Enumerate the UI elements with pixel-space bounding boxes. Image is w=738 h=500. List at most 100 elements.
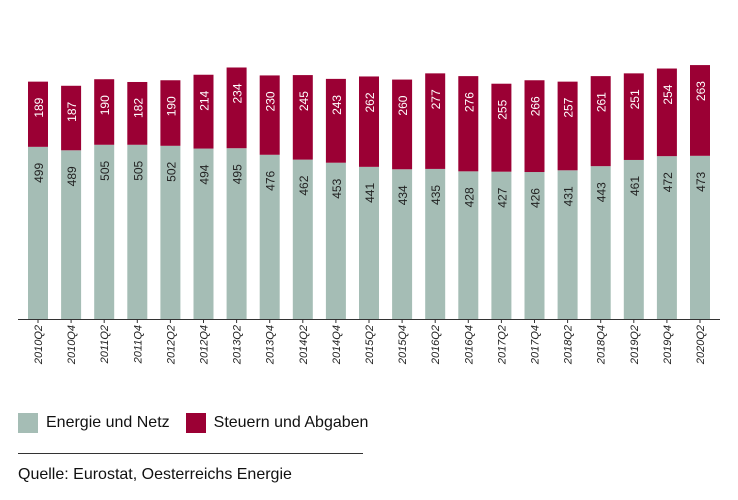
bar-energie: [193, 148, 214, 319]
legend-swatch: [185, 413, 206, 433]
bar-steuern: [623, 73, 644, 160]
data-label: 462: [297, 175, 311, 195]
data-label: 435: [429, 185, 443, 205]
legend-label: Steuern und Abgaben: [213, 414, 369, 431]
x-tick-label: 2010Q2: [33, 325, 45, 365]
data-label: 214: [198, 90, 212, 110]
x-tick-label: 2015Q4: [397, 325, 409, 365]
data-label: 263: [694, 81, 708, 101]
bar-energie: [623, 159, 644, 319]
data-label: 190: [98, 95, 112, 115]
bar-energie: [259, 154, 280, 319]
bar-steuern: [690, 65, 710, 156]
bar-steuern: [226, 67, 247, 149]
bar-energie: [325, 162, 346, 319]
data-label: 189: [32, 97, 46, 117]
data-label: 255: [495, 99, 509, 119]
data-label: 190: [164, 96, 178, 116]
bar-energie: [524, 172, 545, 319]
x-tick-label: 2013Q2: [232, 325, 244, 365]
x-tick-label: 2016Q2: [430, 325, 442, 365]
bar-steuern: [94, 79, 115, 145]
data-label: 243: [330, 95, 344, 115]
data-label: 434: [396, 185, 410, 205]
bar-energie: [425, 168, 446, 319]
bar-steuern: [127, 81, 148, 145]
source-note: Quelle: Eurostat, Oesterreichs Energie: [18, 466, 292, 483]
x-tick-label: 2014Q2: [298, 325, 310, 365]
divider: [18, 453, 363, 454]
data-label: 461: [628, 176, 642, 196]
bar-energie: [226, 148, 247, 319]
data-label: 476: [264, 170, 278, 190]
data-label: 266: [529, 96, 543, 116]
data-label: 495: [231, 164, 245, 184]
data-label: 426: [529, 188, 543, 208]
bar-steuern: [425, 73, 446, 169]
x-tick-label: 2017Q4: [530, 325, 542, 365]
data-label: 261: [595, 92, 609, 112]
bar-steuern: [359, 76, 379, 167]
data-label: 254: [661, 84, 675, 104]
x-tick-label: 2015Q2: [364, 325, 376, 365]
data-label: 427: [495, 187, 509, 207]
bar-steuern: [160, 80, 181, 146]
legend: Energie und Netz Steuern und Abgaben: [18, 413, 384, 433]
x-tick-label: 2019Q4: [662, 325, 674, 365]
data-label: 441: [363, 183, 377, 203]
data-label: 472: [661, 172, 675, 192]
data-label: 245: [297, 91, 311, 111]
x-tick-label: 2017Q2: [496, 325, 508, 365]
x-tick-label: 2012Q2: [165, 325, 177, 365]
bar-steuern: [259, 75, 280, 155]
bar-energie: [557, 170, 578, 319]
bar-energie: [28, 146, 48, 319]
data-label: 276: [462, 92, 476, 112]
data-label: 428: [462, 187, 476, 207]
data-label: 230: [264, 91, 278, 111]
bar-energie: [94, 144, 115, 319]
data-label: 505: [131, 160, 145, 180]
x-tick-label: 2011Q2: [99, 325, 111, 364]
x-tick-label: 2014Q4: [331, 325, 343, 365]
data-label: 251: [628, 89, 642, 109]
data-label: 234: [231, 83, 245, 103]
bar-energie: [491, 171, 512, 319]
x-tick-label: 2016Q4: [463, 325, 475, 365]
data-label: 260: [396, 95, 410, 115]
bar-steuern: [458, 76, 479, 172]
x-tick-label: 2019Q2: [629, 325, 641, 365]
legend-label: Energie und Netz: [46, 414, 170, 431]
bar-steuern: [491, 83, 512, 172]
bar-steuern: [193, 74, 214, 149]
bar-energie: [61, 150, 82, 319]
bar-steuern: [557, 81, 578, 171]
data-label: 489: [65, 166, 79, 186]
data-label: 277: [429, 89, 443, 109]
data-label: 257: [562, 97, 576, 117]
bar-steuern: [524, 80, 545, 173]
bar-steuern: [28, 81, 48, 147]
x-tick-label: 2018Q2: [563, 325, 575, 365]
bar-steuern: [392, 79, 413, 170]
legend-swatch: [18, 413, 38, 433]
x-tick-label: 2011Q4: [132, 325, 144, 364]
bar-steuern: [325, 78, 346, 163]
bar-energie: [160, 145, 181, 319]
bar-steuern: [590, 76, 611, 167]
data-label: 494: [198, 164, 212, 184]
data-label: 473: [694, 171, 708, 191]
data-label: 431: [562, 186, 576, 206]
bar-energie: [458, 171, 479, 319]
bar-energie: [292, 159, 313, 319]
bar-steuern: [656, 68, 677, 157]
x-tick-label: 2012Q4: [199, 325, 211, 365]
bar-energie: [359, 166, 379, 319]
legend-item-steuern: Steuern und Abgaben: [185, 413, 369, 433]
data-label: 453: [330, 178, 344, 198]
x-tick-label: 2010Q4: [66, 325, 78, 365]
bar-energie: [656, 156, 677, 319]
bar-energie: [590, 166, 611, 319]
bar-energie: [690, 155, 710, 319]
